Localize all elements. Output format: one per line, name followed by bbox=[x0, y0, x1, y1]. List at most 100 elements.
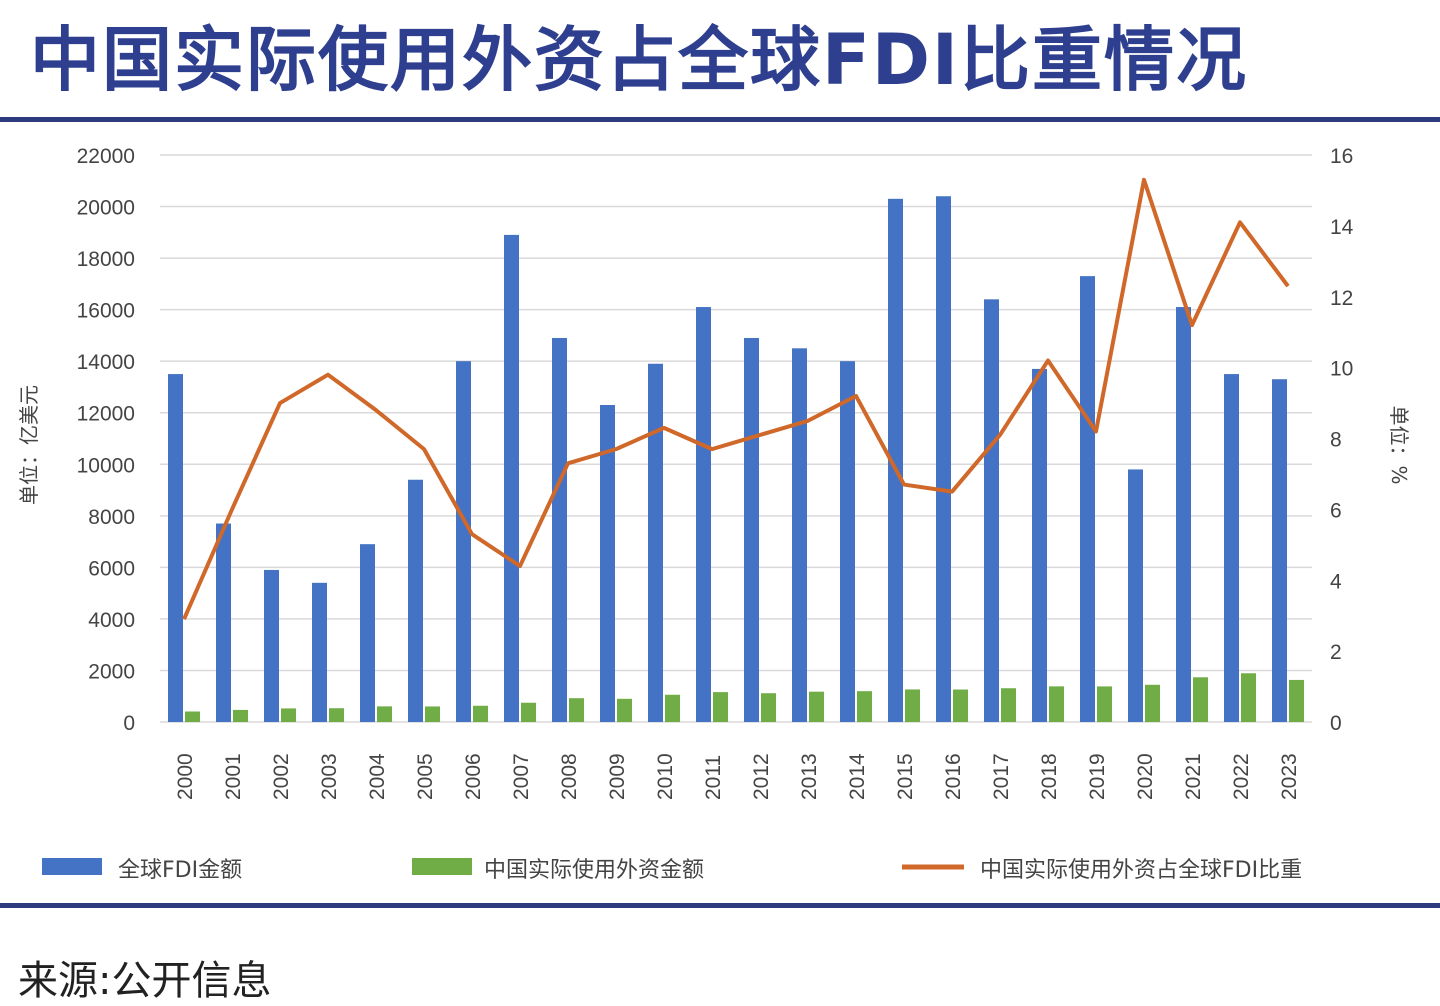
bar-china-fdi-2023 bbox=[1289, 680, 1304, 722]
bar-china-fdi-2014 bbox=[857, 691, 872, 722]
x-tick-label: 2022 bbox=[1230, 753, 1253, 800]
bottom-divider bbox=[0, 903, 1440, 908]
y-left-tick-label: 10000 bbox=[77, 454, 135, 477]
y-right-axis-title: 单位：% bbox=[1387, 405, 1411, 484]
x-tick-label: 2005 bbox=[414, 753, 437, 800]
bar-china-fdi-2018 bbox=[1049, 686, 1064, 722]
y-left-tick-label: 22000 bbox=[77, 145, 135, 168]
y-right-tick-label: 0 bbox=[1330, 712, 1342, 735]
bar-china-fdi-2006 bbox=[473, 706, 488, 722]
x-tick-label: 2007 bbox=[510, 753, 533, 800]
x-tick-label: 2010 bbox=[654, 753, 677, 800]
bar-global-fdi-2016 bbox=[936, 196, 951, 722]
bar-global-fdi-2013 bbox=[792, 348, 807, 722]
bar-global-fdi-2006 bbox=[456, 361, 471, 722]
bar-global-fdi-2023 bbox=[1272, 379, 1287, 722]
bar-china-fdi-2022 bbox=[1241, 673, 1256, 722]
x-tick-label: 2020 bbox=[1134, 753, 1157, 800]
bar-china-fdi-2000 bbox=[185, 712, 200, 722]
bar-global-fdi-2000 bbox=[168, 374, 183, 722]
x-tick-label: 2013 bbox=[798, 753, 821, 800]
x-tick-label: 2009 bbox=[606, 753, 629, 800]
bar-china-fdi-2021 bbox=[1193, 677, 1208, 722]
y-left-tick-label: 18000 bbox=[77, 248, 135, 271]
x-tick-label: 2015 bbox=[894, 753, 917, 800]
bar-global-fdi-2021 bbox=[1176, 307, 1191, 722]
x-tick-label: 2023 bbox=[1278, 753, 1301, 800]
x-tick-label: 2016 bbox=[942, 753, 965, 800]
bar-china-fdi-2010 bbox=[665, 695, 680, 722]
bar-china-fdi-2003 bbox=[329, 708, 344, 722]
bar-china-fdi-2015 bbox=[905, 689, 920, 722]
x-tick-label: 2012 bbox=[750, 753, 773, 800]
bar-global-fdi-2014 bbox=[840, 361, 855, 722]
y-right-tick-label: 4 bbox=[1330, 570, 1342, 593]
bar-china-fdi-2020 bbox=[1145, 685, 1160, 722]
x-tick-label: 2006 bbox=[462, 753, 485, 800]
x-tick-label: 2000 bbox=[174, 753, 197, 800]
legend-swatch-china-fdi bbox=[412, 858, 472, 875]
x-tick-label: 2014 bbox=[846, 753, 869, 800]
line-china-share bbox=[184, 180, 1288, 619]
x-tick-label: 2019 bbox=[1086, 753, 1109, 800]
x-tick-label: 2003 bbox=[318, 753, 341, 800]
bar-global-fdi-2020 bbox=[1128, 469, 1143, 722]
y-left-tick-label: 4000 bbox=[88, 609, 135, 632]
bar-global-fdi-2017 bbox=[984, 299, 999, 722]
x-tick-label: 2011 bbox=[702, 755, 725, 800]
bar-china-fdi-2007 bbox=[521, 703, 536, 722]
y-right-tick-label: 10 bbox=[1330, 358, 1353, 381]
legend-swatch-global-fdi bbox=[42, 858, 102, 875]
chart-plot: 0 2000 4000 6000 8000 10000 12000 14000 16000 180… bbox=[0, 0, 1440, 900]
bar-global-fdi-2003 bbox=[312, 583, 327, 722]
y-left-tick-label: 12000 bbox=[77, 403, 135, 426]
bar-global-fdi-2018 bbox=[1032, 369, 1047, 722]
legend-label-china-fdi: 中国实际使用外资金额 bbox=[484, 858, 704, 883]
y-left-tick-label: 0 bbox=[123, 712, 135, 735]
y-right-tick-label: 6 bbox=[1330, 499, 1342, 522]
y-right-tick-label: 8 bbox=[1330, 429, 1342, 452]
y-left-tick-label: 8000 bbox=[88, 506, 135, 529]
bar-china-fdi-2001 bbox=[233, 710, 248, 722]
source-note: 来源:公开信息 bbox=[18, 948, 271, 1006]
bar-global-fdi-2005 bbox=[408, 480, 423, 722]
y-left-tick-label: 14000 bbox=[77, 351, 135, 374]
bar-global-fdi-2002 bbox=[264, 570, 279, 722]
y-left-tick-label: 20000 bbox=[77, 197, 135, 220]
bar-china-fdi-2005 bbox=[425, 706, 440, 722]
bar-global-fdi-2001 bbox=[216, 524, 231, 722]
x-tick-label: 2002 bbox=[270, 753, 293, 800]
y-right-tick-label: 16 bbox=[1330, 145, 1353, 168]
bar-china-fdi-2009 bbox=[617, 699, 632, 722]
bar-china-fdi-2012 bbox=[761, 693, 776, 722]
bar-global-fdi-2004 bbox=[360, 544, 375, 722]
bar-global-fdi-2011 bbox=[696, 307, 711, 722]
bar-global-fdi-2019 bbox=[1080, 276, 1095, 722]
y-right-tick-label: 12 bbox=[1330, 287, 1353, 310]
bar-china-fdi-2004 bbox=[377, 706, 392, 722]
y-left-tick-label: 16000 bbox=[77, 300, 135, 323]
y-right-tick-label: 2 bbox=[1330, 641, 1342, 664]
y-left-tick-label: 2000 bbox=[88, 660, 135, 683]
y-left-axis-title: 单位：亿美元 bbox=[17, 385, 41, 505]
bar-china-fdi-2013 bbox=[809, 692, 824, 722]
bar-global-fdi-2022 bbox=[1224, 374, 1239, 722]
legend-label-china-share: 中国实际使用外资占全球FDI比重 bbox=[980, 858, 1302, 883]
bar-china-fdi-2017 bbox=[1001, 688, 1016, 722]
bar-china-fdi-2002 bbox=[281, 708, 296, 722]
bar-china-fdi-2008 bbox=[569, 698, 584, 722]
x-tick-label: 2017 bbox=[990, 753, 1013, 800]
bar-china-fdi-2016 bbox=[953, 690, 968, 722]
bar-global-fdi-2012 bbox=[744, 338, 759, 722]
bar-global-fdi-2007 bbox=[504, 235, 519, 722]
x-tick-label: 2008 bbox=[558, 753, 581, 800]
y-right-tick-label: 14 bbox=[1330, 216, 1354, 239]
x-tick-label: 2001 bbox=[222, 753, 245, 800]
bar-china-fdi-2011 bbox=[713, 692, 728, 722]
y-left-tick-label: 6000 bbox=[88, 557, 135, 580]
x-tick-label: 2021 bbox=[1182, 753, 1205, 800]
bar-china-fdi-2019 bbox=[1097, 686, 1112, 722]
x-tick-label: 2018 bbox=[1038, 753, 1061, 800]
bar-global-fdi-2010 bbox=[648, 364, 663, 722]
bar-global-fdi-2008 bbox=[552, 338, 567, 722]
